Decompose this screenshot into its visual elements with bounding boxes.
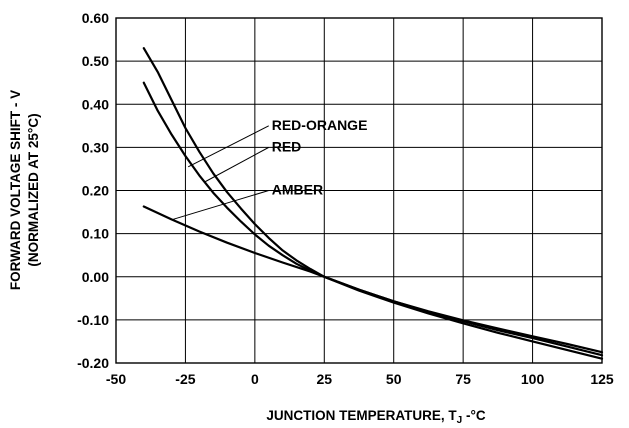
x-tick-label: 0 xyxy=(251,371,259,387)
x-tick-label: 75 xyxy=(455,371,471,387)
leader-line-amber xyxy=(171,190,269,221)
x-axis-title-subscript: J xyxy=(457,415,463,426)
y-tick-label: 0.00 xyxy=(82,269,109,285)
series-label-red-orange: RED-ORANGE xyxy=(272,117,368,133)
x-tick-label: -50 xyxy=(106,371,126,387)
y-axis-title: FORWARD VOLTAGE SHIFT - V xyxy=(8,90,23,290)
y-tick-label: 0.60 xyxy=(82,10,109,26)
series-label-amber: AMBER xyxy=(272,182,323,198)
x-tick-label: 25 xyxy=(316,371,332,387)
y-tick-label: -0.10 xyxy=(77,312,109,328)
x-axis-title: JUNCTION TEMPERATURE, TJ -°C xyxy=(266,408,485,426)
y-tick-labels: 0.60 0.50 0.40 0.30 0.20 0.10 0.00 -0.10 -0.20 xyxy=(77,10,109,371)
y-tick-label: 0.50 xyxy=(82,53,109,69)
series-line-amber xyxy=(142,205,604,354)
y-tick-label: 0.20 xyxy=(82,183,109,199)
x-tick-label: 50 xyxy=(386,371,402,387)
series-lines xyxy=(142,47,604,360)
x-axis-title-unit: -°C xyxy=(462,408,486,423)
leader-line-red-orange xyxy=(187,125,269,168)
y-tick-label: -0.20 xyxy=(77,355,109,371)
x-tick-label: 100 xyxy=(521,371,545,387)
annotations: RED-ORANGE RED AMBER xyxy=(171,117,368,221)
x-tick-labels: -50 -25 0 25 50 75 100 125 xyxy=(106,371,614,387)
y-axis-subtitle: (NORMALIZED AT 25°C) xyxy=(26,113,41,266)
grid xyxy=(115,17,603,364)
leader-line-red xyxy=(204,146,269,183)
y-tick-label: 0.10 xyxy=(82,226,109,242)
series-line-red-orange xyxy=(142,47,604,357)
series-label-red: RED xyxy=(272,138,302,154)
series-line-red xyxy=(142,81,604,360)
x-axis-title-main: JUNCTION TEMPERATURE, T xyxy=(266,408,457,423)
x-tick-label: -25 xyxy=(175,371,195,387)
x-tick-label: 125 xyxy=(590,371,614,387)
y-tick-label: 0.40 xyxy=(82,96,109,112)
y-tick-label: 0.30 xyxy=(82,139,109,155)
plot-frame xyxy=(115,17,603,364)
